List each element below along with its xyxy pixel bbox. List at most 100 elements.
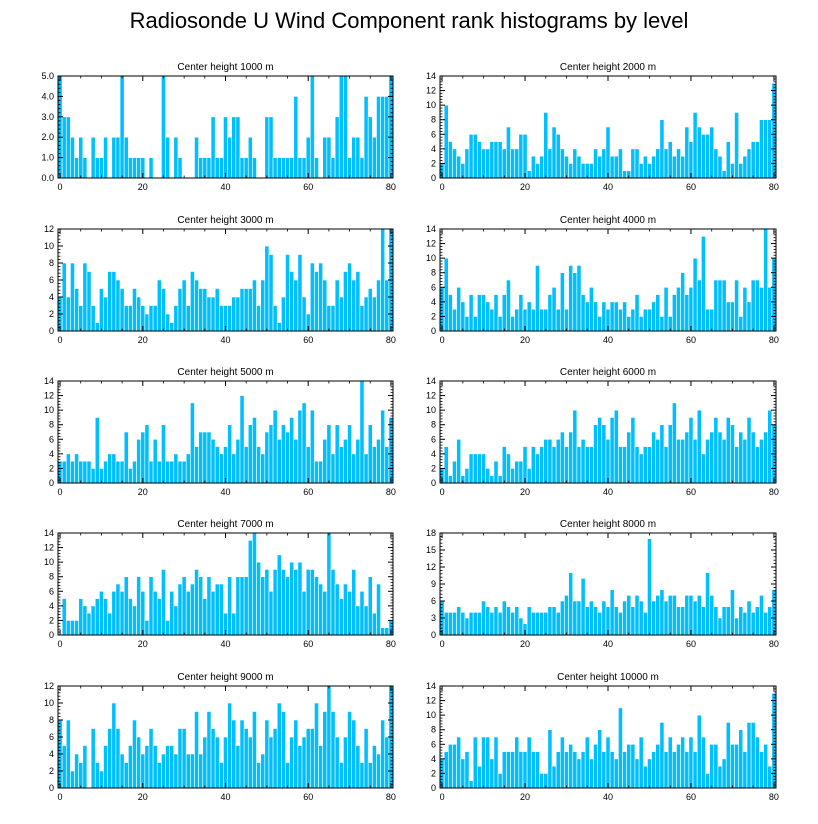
histogram-bar xyxy=(82,157,88,179)
histogram-bar xyxy=(721,606,727,636)
histogram-bar xyxy=(347,262,352,332)
y-tick-label: 6 xyxy=(431,739,436,749)
histogram-bar xyxy=(247,736,253,789)
histogram-bar xyxy=(202,598,208,636)
histogram-bar xyxy=(530,446,536,484)
histogram-bar xyxy=(260,279,266,332)
histogram-bar xyxy=(289,736,295,789)
histogram-bar xyxy=(194,446,199,484)
histogram-bar xyxy=(235,745,241,789)
histogram-bar xyxy=(380,96,386,179)
x-tick-label: 20 xyxy=(138,335,148,345)
y-tick-label: 12 xyxy=(426,696,436,706)
histogram-bar xyxy=(464,316,470,332)
histogram-bar xyxy=(659,424,665,484)
histogram-bar xyxy=(746,301,752,332)
histogram-bar xyxy=(746,722,752,789)
histogram-bar xyxy=(597,316,603,332)
histogram-bar xyxy=(194,711,199,789)
histogram-bar xyxy=(367,116,373,179)
histogram-bar xyxy=(551,446,557,484)
y-tick-label: 10 xyxy=(44,241,54,251)
histogram-bar xyxy=(227,702,233,789)
histogram-bar xyxy=(252,157,257,179)
histogram-bar xyxy=(501,751,507,789)
histogram-bar xyxy=(564,446,569,484)
histogram-bar xyxy=(136,296,142,332)
y-tick-label: 2 xyxy=(431,463,436,473)
histogram-bar xyxy=(543,438,549,484)
histogram-bar xyxy=(688,736,694,789)
histogram-bar xyxy=(111,453,117,484)
y-tick-label: 14 xyxy=(426,376,436,386)
histogram-bar xyxy=(227,305,233,332)
histogram-bar xyxy=(767,606,773,636)
x-tick-label: 20 xyxy=(138,639,148,649)
histogram-bar xyxy=(452,308,457,332)
y-tick-label: 12 xyxy=(44,224,54,234)
histogram-bar xyxy=(243,728,249,789)
x-tick-label: 20 xyxy=(138,792,148,802)
histogram-bar xyxy=(301,157,307,179)
histogram-bar xyxy=(351,569,357,636)
histogram-bar xyxy=(214,583,220,636)
histogram-bar xyxy=(671,294,677,332)
y-tick-label: 10 xyxy=(426,710,436,720)
histogram-bar xyxy=(305,446,311,484)
histogram-bar xyxy=(763,612,769,636)
histogram-bar xyxy=(70,620,75,636)
histogram-bar xyxy=(165,620,170,636)
y-tick-label: 0 xyxy=(431,630,436,640)
histogram-bar xyxy=(314,271,319,332)
x-tick-label: 0 xyxy=(440,792,445,802)
histogram-bar xyxy=(477,765,482,789)
histogram-bar xyxy=(638,316,644,332)
panel-title: Center height 6000 m xyxy=(560,367,656,378)
histogram-bar xyxy=(580,751,586,789)
histogram-bar xyxy=(609,301,615,332)
histogram-bar xyxy=(355,438,361,484)
histogram-bar xyxy=(123,305,129,332)
histogram-bar xyxy=(103,296,108,332)
histogram-bar xyxy=(347,424,352,484)
histogram-bar xyxy=(742,751,748,789)
histogram-bar xyxy=(696,279,702,332)
histogram-bar xyxy=(485,148,491,179)
histogram-bar xyxy=(65,453,71,484)
histogram-bar xyxy=(276,438,282,484)
histogram-bar xyxy=(78,598,84,636)
histogram-bar xyxy=(526,736,532,789)
histogram-bar xyxy=(243,157,249,179)
histogram-bar xyxy=(74,753,79,789)
histogram-bar xyxy=(322,438,328,484)
histogram-bar xyxy=(165,460,170,484)
y-tick-label: 0 xyxy=(49,783,54,793)
histogram-bar xyxy=(136,438,142,484)
histogram-bar xyxy=(198,753,204,789)
histogram-bar xyxy=(293,569,299,636)
histogram-bar xyxy=(651,431,657,484)
histogram-bar xyxy=(347,590,352,636)
histogram-bar xyxy=(119,75,125,179)
y-tick-label: 3.0 xyxy=(41,112,54,122)
histogram-bar xyxy=(268,590,274,636)
histogram-bar xyxy=(497,612,503,636)
histogram-bar xyxy=(551,765,557,789)
histogram-bar xyxy=(497,316,503,332)
histogram-bar xyxy=(363,296,369,332)
histogram-bar xyxy=(276,322,282,332)
y-tick-label: 8 xyxy=(49,715,54,725)
y-tick-label: 4 xyxy=(49,749,54,759)
histogram-bar xyxy=(763,431,769,484)
y-tick-label: 14 xyxy=(44,376,54,386)
histogram-bar xyxy=(140,431,146,484)
histogram-bar xyxy=(65,620,71,636)
histogram-bar xyxy=(485,301,491,332)
histogram-bar xyxy=(65,116,71,179)
histogram-bar xyxy=(601,600,607,636)
x-tick-label: 40 xyxy=(603,182,613,192)
histogram-bar xyxy=(514,460,520,484)
histogram-bar xyxy=(680,272,686,332)
y-tick-label: 2 xyxy=(49,766,54,776)
histogram-bar xyxy=(264,116,270,179)
